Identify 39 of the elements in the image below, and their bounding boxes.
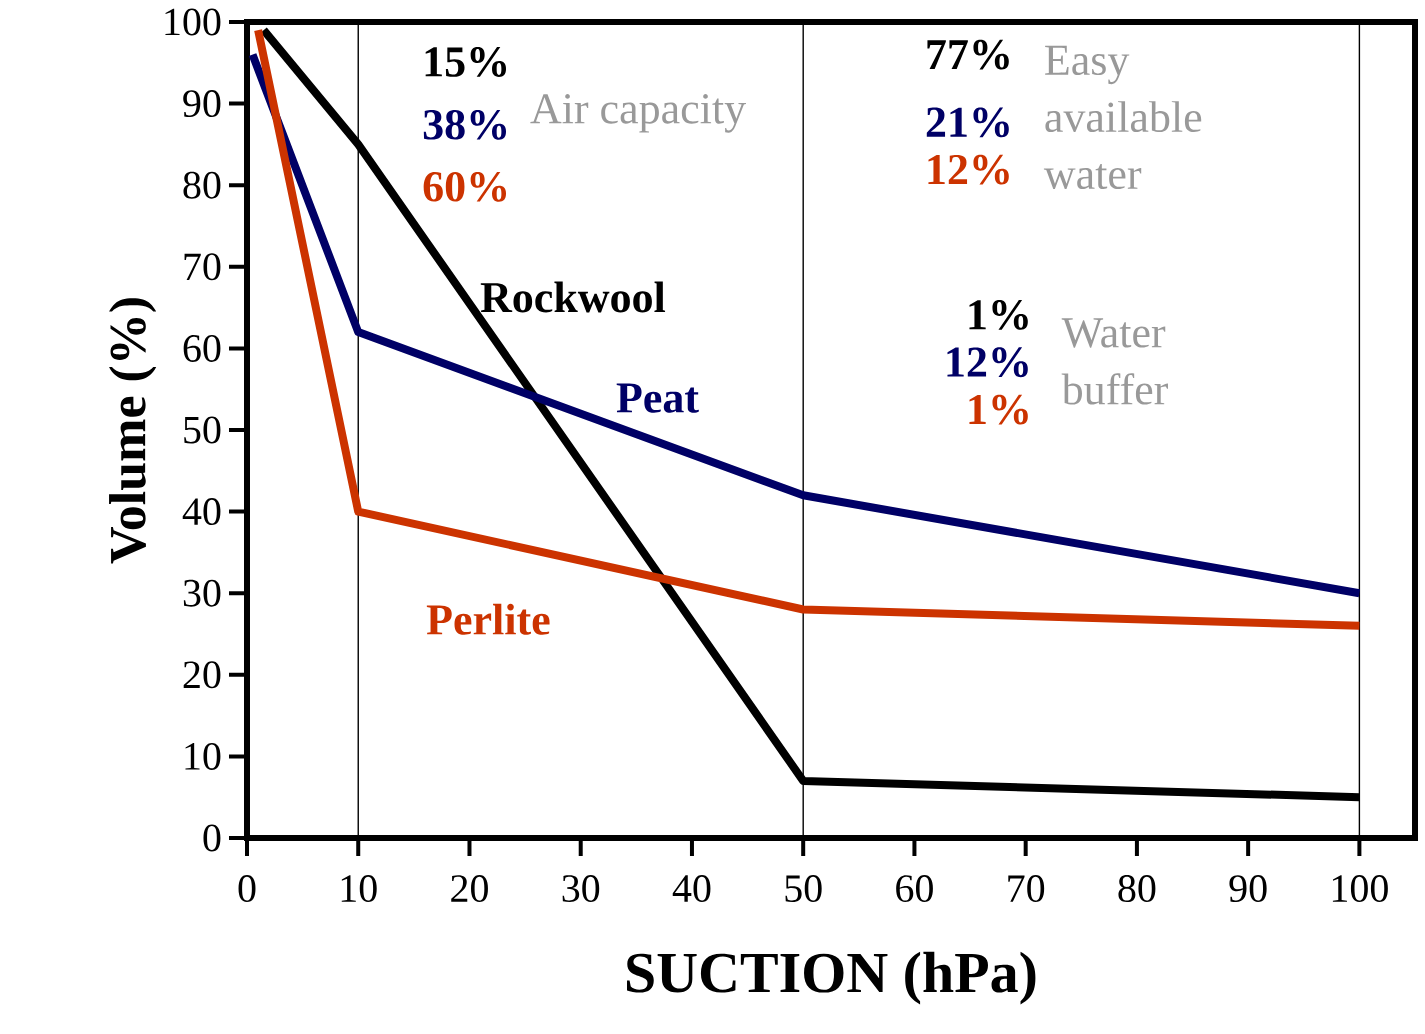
series-label: Peat xyxy=(616,383,699,413)
annotation: 15% xyxy=(425,47,507,77)
y-tick-label: 80 xyxy=(183,171,221,199)
y-tick-label: 10 xyxy=(185,742,221,770)
series-label: Perlite xyxy=(426,603,550,635)
y-tick-label: 100 xyxy=(165,8,221,36)
x-tick-label: 100 xyxy=(1332,875,1388,903)
annotation: 77% xyxy=(927,39,1009,70)
series-label: Rockwool xyxy=(480,281,666,313)
y-tick-label: 0 xyxy=(203,824,221,852)
y-axis-title: Volume (%) xyxy=(109,298,157,564)
y-tick-label: 70 xyxy=(184,253,221,281)
x-tick-label: 80 xyxy=(1118,875,1156,903)
x-tick-label: 0 xyxy=(238,875,256,903)
x-tick-label: 30 xyxy=(562,875,600,903)
annotation: 12% xyxy=(947,347,1028,378)
x-tick-label: 40 xyxy=(672,875,711,903)
x-axis-title: SUCTION (hPa) xyxy=(627,951,1036,1005)
x-tick-label: 60 xyxy=(896,875,933,903)
y-tick-label: 50 xyxy=(184,416,221,444)
annotation: 38% xyxy=(423,109,507,140)
x-tick-label: 10 xyxy=(341,875,377,903)
annotation: 1% xyxy=(969,394,1028,425)
annotation: Water buffer xyxy=(1061,318,1168,405)
x-tick-label: 20 xyxy=(451,875,488,903)
annotation: 21% xyxy=(926,107,1009,138)
annotation: Easy available water xyxy=(1043,45,1202,190)
y-tick-label: 20 xyxy=(183,661,221,689)
y-tick-label: 60 xyxy=(183,334,221,362)
x-tick-label: 50 xyxy=(785,875,822,903)
annotation: Air capacity xyxy=(530,94,746,133)
y-tick-label: 30 xyxy=(183,579,221,607)
annotation: 12% xyxy=(928,154,1009,185)
annotation: 60% xyxy=(423,171,507,202)
x-tick-label: 90 xyxy=(1229,875,1267,903)
y-tick-label: 40 xyxy=(182,498,221,526)
y-tick-label: 90 xyxy=(183,90,221,118)
annotation: 1% xyxy=(969,300,1028,330)
x-tick-label: 70 xyxy=(1008,875,1045,903)
